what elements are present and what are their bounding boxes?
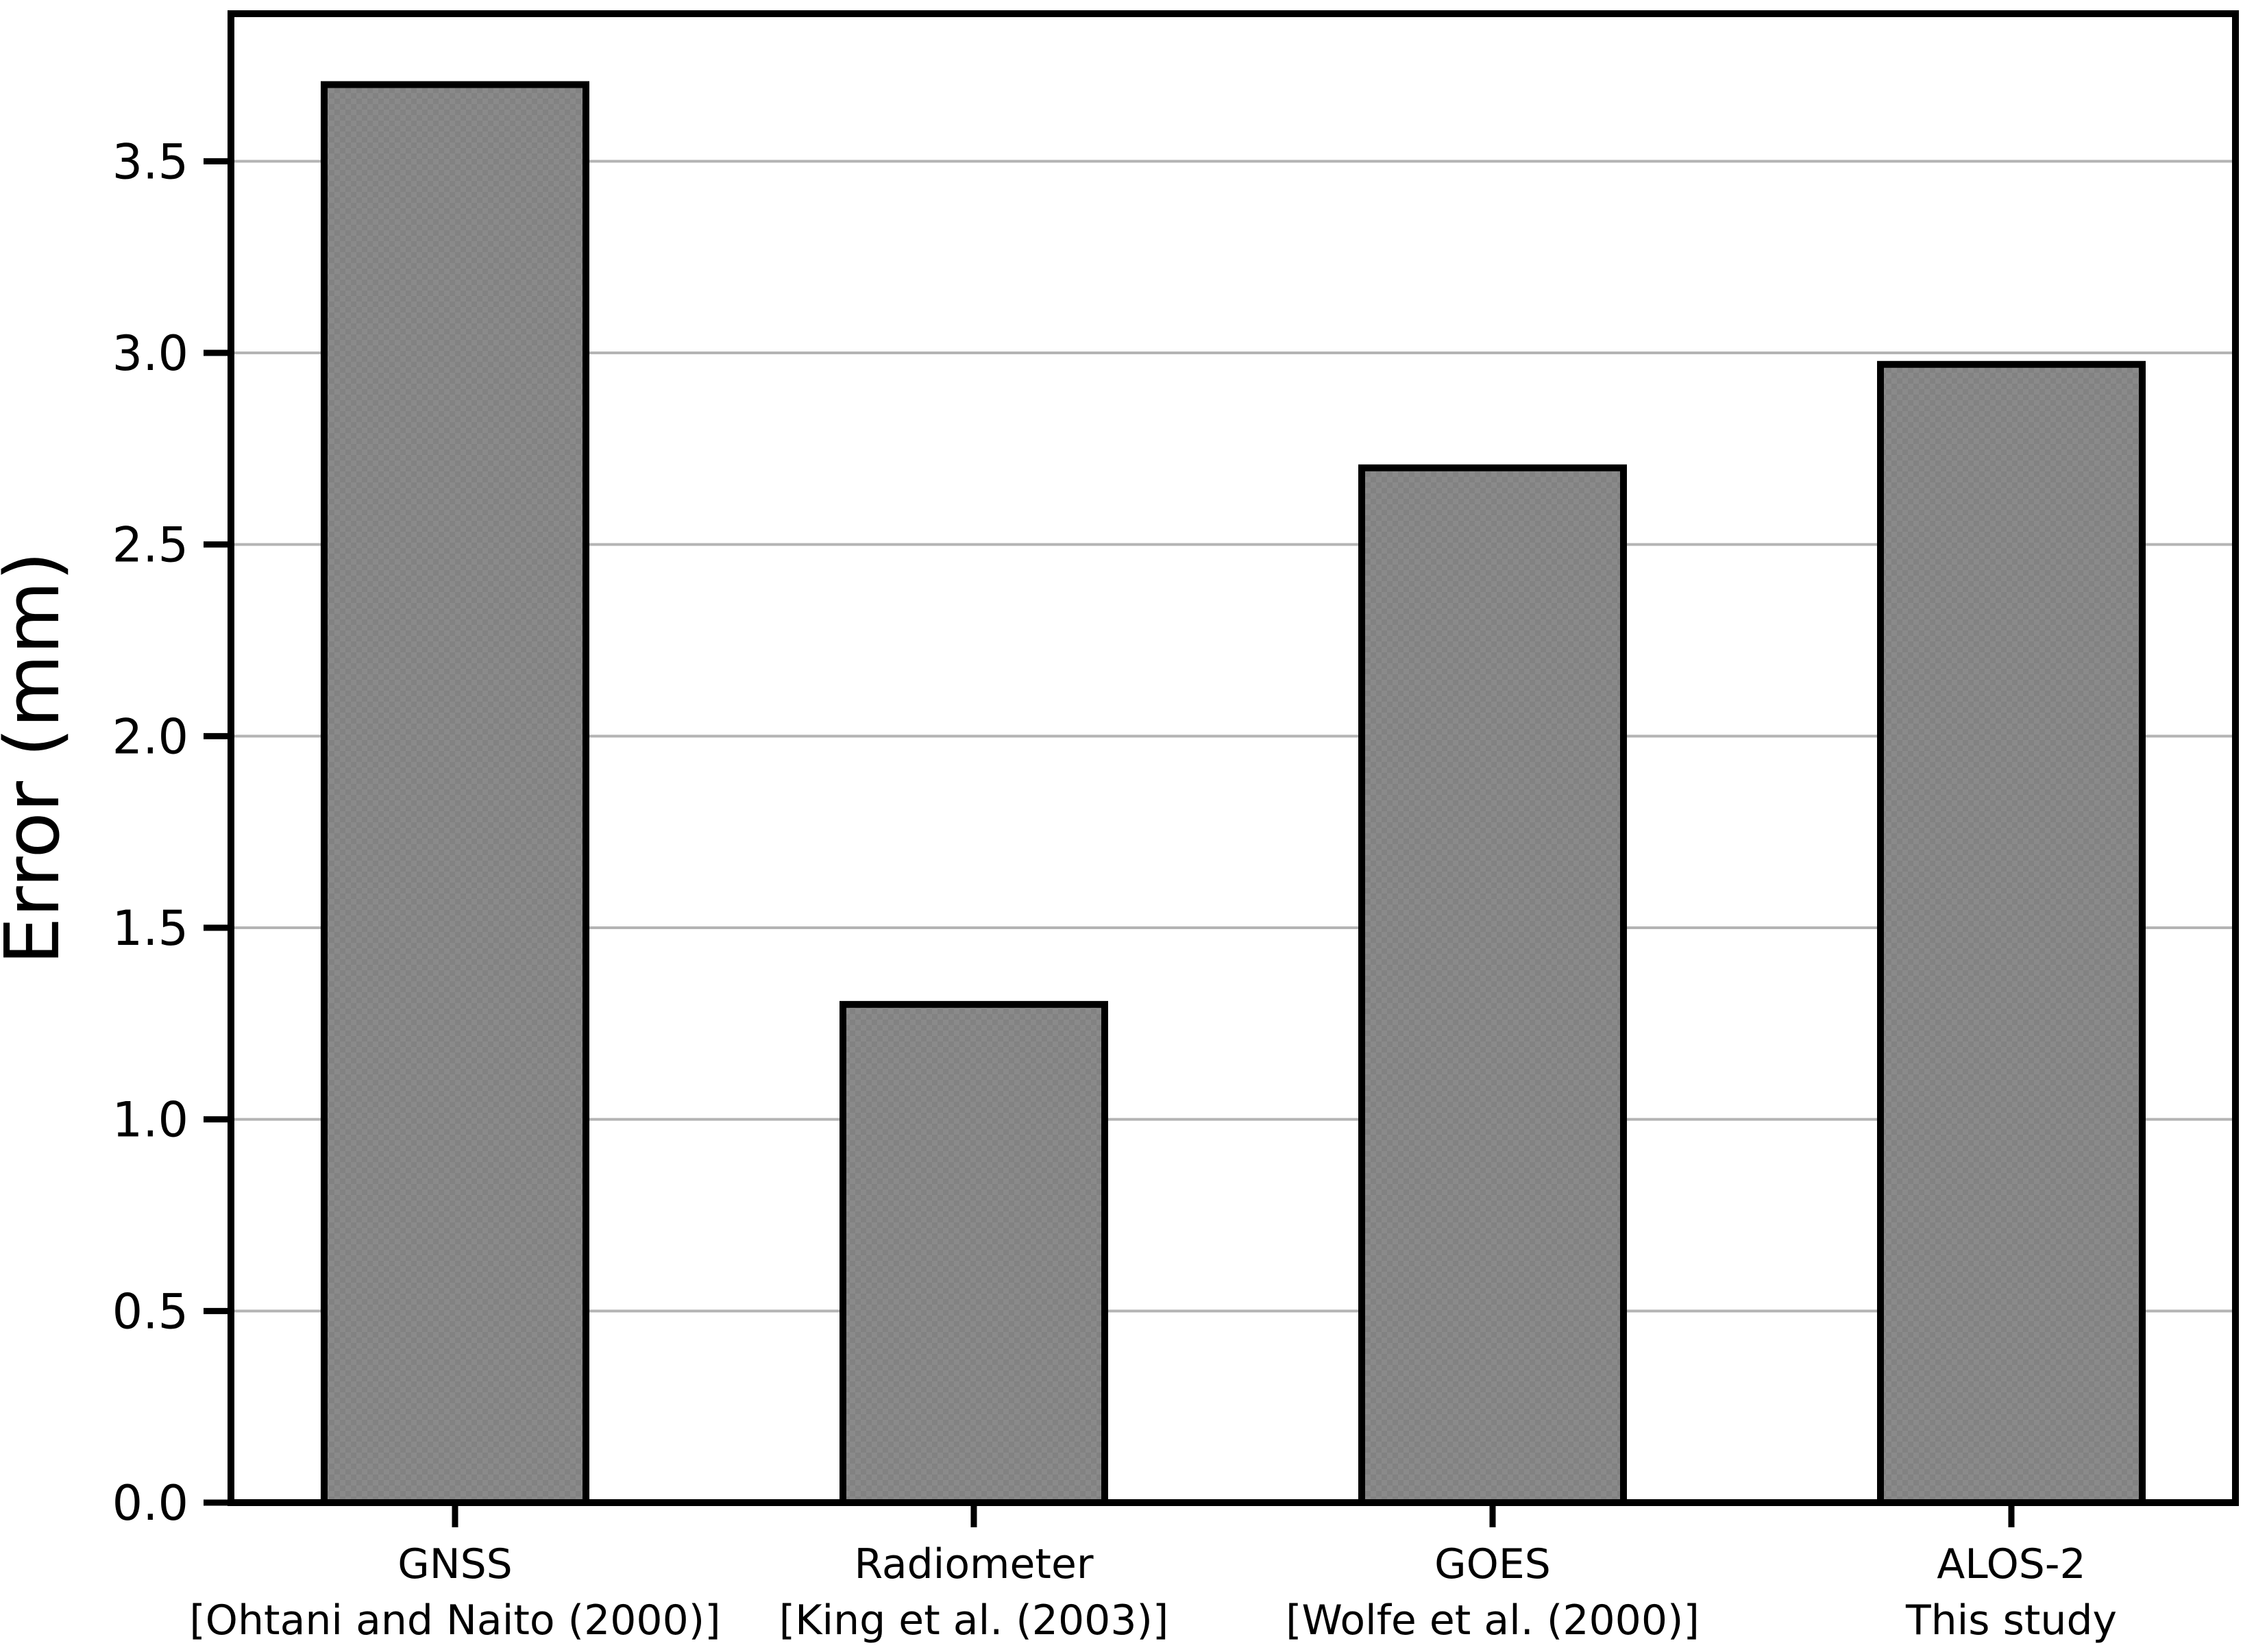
x-tick-sublabel: [Wolfe et al. (2000)] bbox=[1286, 1596, 1700, 1644]
x-tick-label: GNSS bbox=[397, 1540, 513, 1588]
y-tick-label: 2.0 bbox=[112, 708, 188, 765]
y-tick-label: 3.5 bbox=[112, 134, 188, 190]
bar-radiometer bbox=[839, 1000, 1108, 1506]
y-tick-label: 1.5 bbox=[112, 900, 188, 957]
x-tick-sublabel: [Ohtani and Naito (2000)] bbox=[189, 1596, 720, 1644]
x-tick-label: ALOS-2 bbox=[1937, 1540, 2085, 1588]
bar-gnss bbox=[321, 81, 589, 1507]
y-tick-label: 2.5 bbox=[112, 517, 188, 574]
y-tick-label: 0.0 bbox=[112, 1475, 188, 1531]
x-tick-label: Radiometer bbox=[854, 1540, 1093, 1588]
bar-alos-2 bbox=[1877, 360, 2146, 1507]
bar-goes bbox=[1358, 464, 1627, 1506]
y-axis-label: Error (mm) bbox=[0, 552, 76, 965]
x-tick-sublabel: [King et al. (2003)] bbox=[779, 1596, 1169, 1644]
x-tick-sublabel: This study bbox=[1905, 1596, 2117, 1644]
y-tick-label: 1.0 bbox=[112, 1092, 188, 1148]
x-tick-label: GOES bbox=[1434, 1540, 1551, 1588]
y-tick-label: 3.0 bbox=[112, 325, 188, 382]
plot-frame bbox=[228, 10, 2239, 1506]
y-tick-label: 0.5 bbox=[112, 1283, 188, 1340]
